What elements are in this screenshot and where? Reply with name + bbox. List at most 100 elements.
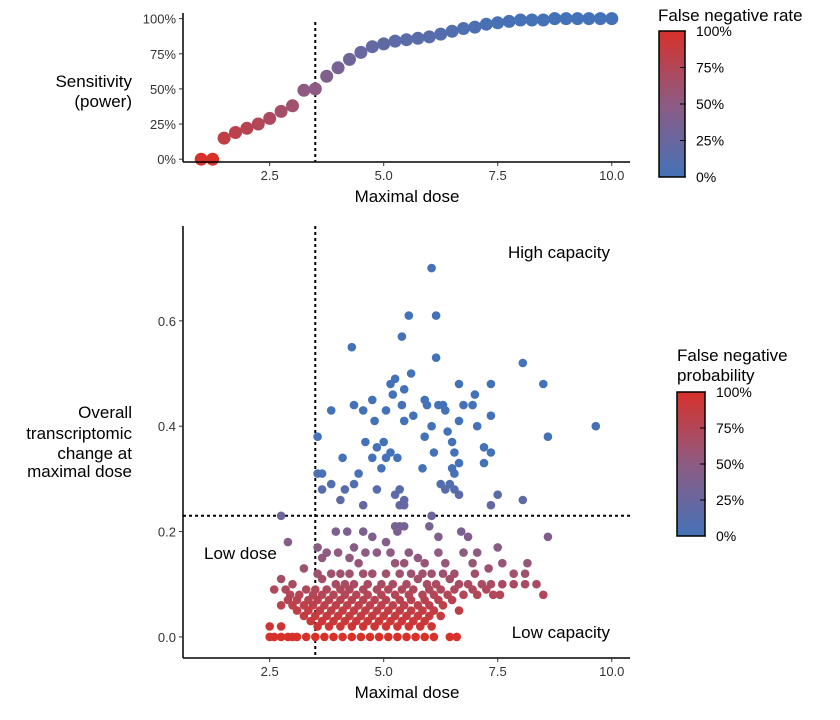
data-point — [525, 13, 539, 27]
legend-tick-label: 25% — [696, 133, 724, 149]
data-point — [386, 548, 395, 557]
data-point — [274, 104, 288, 118]
x-tick-label: 7.5 — [489, 168, 507, 183]
data-point — [368, 569, 377, 578]
data-point — [399, 416, 409, 426]
data-point — [379, 437, 389, 447]
data-point — [409, 411, 418, 421]
data-point — [434, 548, 443, 557]
data-point — [493, 543, 503, 552]
x-tick-label: 2.5 — [261, 664, 279, 679]
data-point — [336, 495, 345, 505]
data-point — [251, 117, 265, 131]
y-tick-label: 0.6 — [158, 314, 176, 329]
data-point — [265, 632, 275, 642]
data-point — [354, 45, 368, 59]
data-point — [381, 453, 391, 463]
data-point — [347, 632, 357, 642]
data-point — [543, 532, 553, 542]
data-point — [447, 437, 457, 447]
data-point — [441, 406, 450, 415]
data-point — [324, 622, 334, 631]
data-point — [365, 632, 375, 642]
data-point — [539, 590, 548, 600]
data-point — [406, 569, 416, 578]
data-point — [399, 500, 409, 510]
data-point — [539, 379, 548, 389]
data-point — [404, 622, 414, 631]
data-point — [374, 632, 384, 642]
data-point — [450, 585, 459, 594]
data-point — [482, 585, 491, 594]
data-point — [425, 522, 434, 531]
data-point — [454, 490, 464, 500]
data-point — [317, 469, 327, 478]
data-point — [536, 13, 550, 27]
data-point — [427, 511, 436, 521]
data-point — [358, 406, 368, 415]
data-point — [370, 416, 379, 426]
data-point — [406, 595, 416, 605]
data-point — [276, 632, 286, 642]
data-point — [520, 569, 530, 578]
data-point — [384, 585, 393, 594]
data-point — [326, 479, 336, 489]
data-point — [283, 537, 293, 547]
data-point — [399, 385, 409, 394]
data-point — [436, 585, 446, 594]
data-point — [331, 61, 345, 75]
data-point — [434, 27, 448, 41]
data-point — [445, 632, 455, 642]
top-legend-ticks: 100% 75% 50% 25% 0% — [680, 23, 732, 185]
top-x-ticks: 2.5 5.0 7.5 10.0 — [261, 162, 624, 183]
data-point — [457, 22, 470, 35]
data-point — [313, 622, 322, 631]
data-point — [288, 632, 297, 642]
legend-tick-label: 100% — [696, 23, 732, 39]
data-point — [514, 13, 527, 27]
legend-tick-label: 0% — [716, 528, 736, 544]
data-point — [276, 622, 286, 631]
data-point — [404, 311, 414, 320]
data-point — [518, 358, 528, 368]
data-point — [399, 522, 409, 531]
y-tick-label: 75% — [150, 47, 176, 62]
data-point — [404, 548, 414, 557]
data-point — [397, 400, 407, 410]
bottom-y-axis-label-line4: maximal dose — [27, 462, 132, 481]
data-point — [326, 406, 336, 415]
data-point — [429, 448, 439, 457]
data-point — [368, 395, 377, 405]
data-point — [381, 569, 391, 578]
data-point — [420, 432, 430, 442]
x-tick-label: 5.0 — [375, 168, 393, 183]
data-point — [286, 99, 299, 113]
data-point — [493, 490, 503, 500]
data-point — [399, 558, 409, 568]
data-point — [349, 479, 359, 489]
data-point — [543, 432, 553, 442]
bottom-points — [265, 263, 601, 642]
data-point — [472, 421, 482, 431]
data-point — [520, 579, 530, 589]
data-point — [431, 311, 441, 320]
legend-tick-label: 100% — [716, 384, 752, 400]
data-point — [498, 558, 507, 568]
bottom-y-axis-label-line2: transcriptomic — [26, 424, 132, 443]
data-point — [349, 400, 359, 410]
data-point — [459, 548, 468, 557]
data-point — [354, 469, 363, 478]
data-point — [454, 379, 464, 389]
data-point — [479, 17, 493, 31]
data-point — [276, 601, 286, 610]
data-point — [459, 400, 468, 410]
data-point — [320, 632, 329, 642]
top-points — [194, 12, 619, 166]
data-point — [456, 527, 466, 536]
x-tick-label: 7.5 — [489, 664, 507, 679]
data-point — [194, 152, 208, 166]
data-point — [434, 532, 443, 542]
data-point — [443, 427, 452, 436]
data-point — [370, 622, 379, 631]
data-point — [427, 263, 436, 273]
